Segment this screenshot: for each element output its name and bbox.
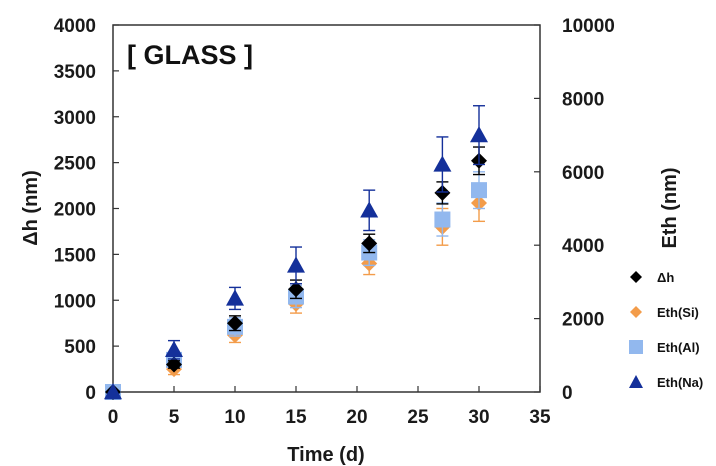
panel-annotation: [ GLASS ] bbox=[127, 40, 253, 70]
y-right-tick-label: 0 bbox=[562, 383, 573, 404]
x-tick-label: 35 bbox=[529, 407, 551, 428]
data-point bbox=[226, 289, 244, 306]
legend-marker bbox=[630, 271, 642, 283]
data-point bbox=[433, 155, 452, 172]
y-right-tick-label: 2000 bbox=[562, 310, 604, 331]
y-right-tick-label: 4000 bbox=[562, 236, 604, 257]
y-right-tick-label: 8000 bbox=[562, 89, 604, 110]
data-point bbox=[471, 182, 487, 199]
legend-label: Eth(Al) bbox=[657, 340, 700, 355]
y-left-tick-label: 2000 bbox=[54, 200, 96, 221]
data-point bbox=[470, 126, 488, 143]
x-tick-label: 15 bbox=[285, 407, 307, 428]
x-axis-title: Time (d) bbox=[287, 444, 364, 466]
data-point bbox=[166, 356, 182, 373]
y-left-tick-label: 4000 bbox=[54, 16, 96, 37]
data-point bbox=[227, 315, 243, 332]
x-tick-label: 20 bbox=[346, 407, 367, 428]
legend-label: Eth(Si) bbox=[657, 305, 699, 320]
x-tick-label: 5 bbox=[169, 407, 180, 428]
axis-ticks: 0 5 10 15 20 25 30 35 0 500 1000 1500 2000 2500 3000 35… bbox=[54, 16, 615, 428]
legend-marker bbox=[629, 340, 643, 354]
series-group bbox=[104, 105, 488, 400]
y-right-tick-label: 10000 bbox=[562, 16, 615, 37]
data-point bbox=[434, 211, 451, 228]
x-tick-label: 0 bbox=[108, 407, 119, 428]
data-marks bbox=[104, 105, 488, 400]
y-left-tick-label: 0 bbox=[85, 383, 96, 404]
x-tick-label: 30 bbox=[468, 407, 489, 428]
data-point bbox=[104, 383, 122, 400]
y-left-tick-label: 1000 bbox=[54, 291, 96, 312]
data-point bbox=[361, 235, 378, 252]
y-axis-left-title: Δh (nm) bbox=[20, 170, 42, 245]
y-left-tick-label: 2500 bbox=[54, 154, 96, 175]
y-axis-right-title: Eth (nm) bbox=[659, 167, 681, 248]
y-left-tick-label: 3000 bbox=[54, 108, 96, 129]
data-point bbox=[360, 201, 379, 218]
y-right-tick-label: 6000 bbox=[562, 163, 604, 184]
y-left-tick-label: 500 bbox=[64, 337, 96, 358]
legend: Δh Eth(Si) Eth(Al) Eth(Na) bbox=[629, 270, 703, 390]
data-point bbox=[434, 184, 451, 201]
legend-marker bbox=[629, 375, 643, 388]
data-point bbox=[165, 340, 183, 357]
x-tick-label: 10 bbox=[224, 407, 245, 428]
x-tick-label: 25 bbox=[407, 407, 429, 428]
data-point bbox=[287, 256, 305, 273]
legend-label: Eth(Na) bbox=[657, 375, 703, 390]
y-left-tick-label: 1500 bbox=[54, 245, 96, 266]
y-left-tick-label: 3500 bbox=[54, 62, 96, 83]
data-point bbox=[288, 281, 304, 298]
legend-marker bbox=[630, 306, 642, 318]
legend-label: Δh bbox=[657, 270, 674, 285]
